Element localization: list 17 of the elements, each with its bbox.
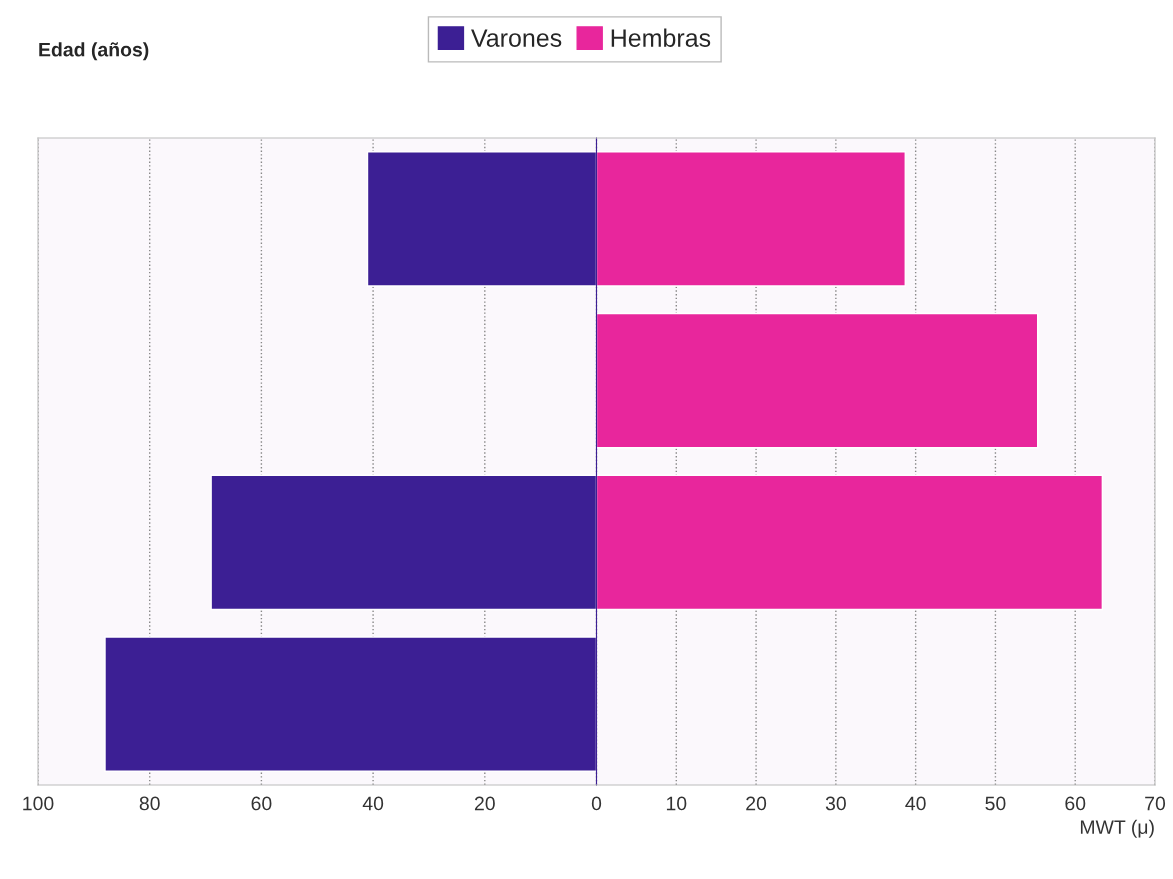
x-tick-label: 0 [591, 796, 602, 811]
x-tick-label: 30 [825, 796, 846, 811]
x-tick-label: 70 [1145, 796, 1166, 811]
legend-label: Hembras [611, 28, 711, 47]
x-tick-label: 80 [139, 796, 160, 811]
x-tick-label: 100 [23, 796, 54, 811]
x-axis-title: MWT (μ) [1080, 819, 1154, 838]
x-tick-label: 60 [1065, 796, 1086, 811]
x-tick-label: 20 [474, 796, 495, 811]
x-tick-label: 50 [985, 796, 1006, 811]
x-tick-label: 20 [746, 796, 767, 811]
x-tick-label: 40 [362, 796, 384, 811]
x-tick-label: 40 [905, 796, 926, 811]
x-tick-label: 10 [666, 796, 687, 811]
legend-label: Varones [471, 29, 562, 47]
y-axis-title: Edad (años) [39, 42, 149, 61]
x-tick-label: 60 [251, 796, 272, 811]
